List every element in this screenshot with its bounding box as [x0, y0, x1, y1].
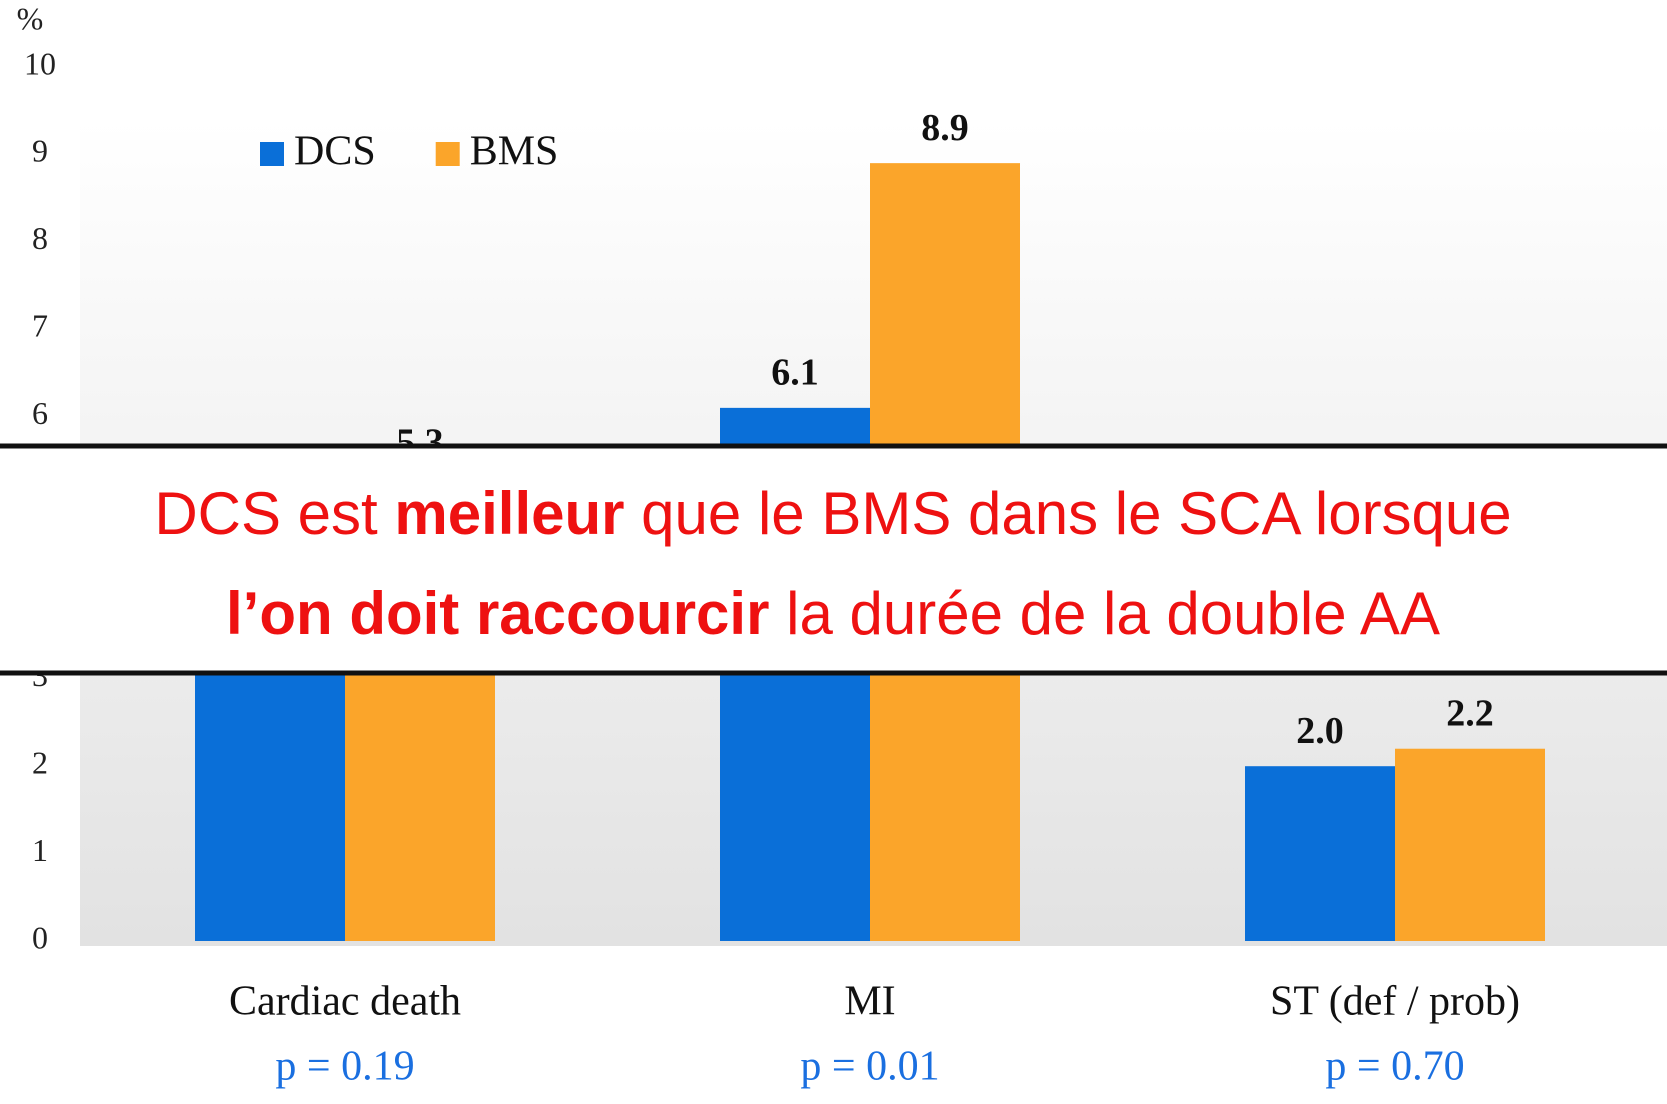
legend-label: DCS: [294, 129, 376, 175]
y-axis-unit: %: [17, 0, 44, 36]
y-tick-label: 1: [32, 832, 48, 868]
banner-line: l’on doit raccourcir la durée de la doub…: [226, 580, 1440, 647]
p-value: p = 0.70: [1325, 1044, 1464, 1090]
banner-box: [0, 443, 1667, 676]
x-tick-label: ST (def / prob): [1270, 979, 1520, 1025]
value-label: 2.2: [1446, 692, 1494, 734]
y-tick-label: 8: [32, 220, 48, 256]
x-tick-label: MI: [844, 979, 895, 1025]
legend-swatch: [260, 142, 284, 166]
value-label: 2.0: [1296, 710, 1344, 752]
y-tick-label: 9: [32, 133, 48, 169]
y-tick-label: 2: [32, 745, 48, 781]
banner-line: DCS est meilleur que le BMS dans le SCA …: [154, 480, 1511, 547]
banner-text: l’on doit raccourcir: [226, 580, 769, 647]
x-tick-label: Cardiac death: [229, 979, 461, 1025]
banner: DCS est meilleur que le BMS dans le SCA …: [0, 443, 1667, 676]
value-label: 6.1: [771, 352, 819, 394]
bar: [1395, 748, 1545, 941]
y-tick-label: 6: [32, 395, 48, 431]
banner-text: que le BMS dans le SCA lorsque: [625, 480, 1512, 547]
y-tick-label: 0: [32, 919, 48, 955]
banner-text: meilleur: [394, 480, 624, 547]
p-value: p = 0.19: [275, 1044, 414, 1090]
legend-label: BMS: [470, 129, 559, 175]
legend-swatch: [435, 142, 460, 166]
y-tick-label: 10: [24, 45, 56, 81]
bar: [1245, 766, 1395, 941]
banner-text: DCS est: [154, 480, 394, 547]
value-label: 8.9: [921, 107, 969, 149]
bar: [195, 643, 345, 941]
p-value: p = 0.01: [800, 1044, 939, 1090]
banner-text: la durée de la double AA: [769, 580, 1440, 647]
y-tick-label: 7: [32, 308, 48, 344]
